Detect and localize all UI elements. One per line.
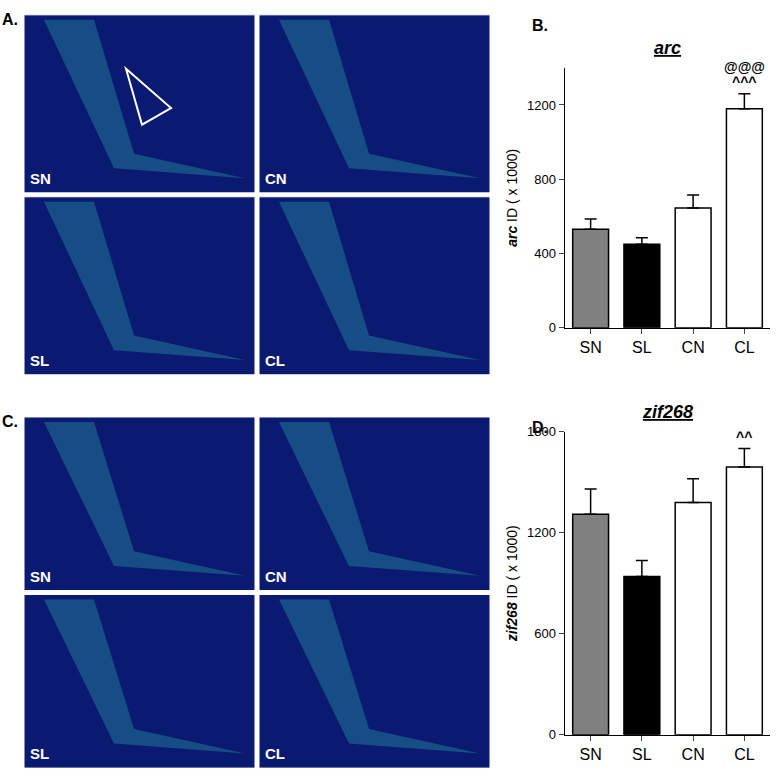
svg-text:800: 800 (534, 172, 556, 187)
svg-text:0: 0 (549, 727, 556, 742)
svg-text:zif268: zif268 (642, 402, 693, 422)
svg-text:600: 600 (534, 626, 556, 641)
svg-text:1800: 1800 (527, 424, 556, 439)
svg-text:SN: SN (580, 746, 602, 763)
svg-text:^^^: ^^^ (732, 74, 757, 90)
svg-text:400: 400 (534, 246, 556, 261)
svg-text:arc ID ( x 1000): arc ID ( x 1000) (504, 149, 520, 247)
svg-text:SL: SL (632, 746, 652, 763)
svg-text:SL: SL (632, 339, 652, 356)
svg-text:D.: D. (532, 419, 548, 436)
svg-text:SL: SL (30, 352, 49, 369)
svg-text:CN: CN (265, 568, 287, 585)
svg-text:SN: SN (580, 339, 602, 356)
svg-text:CN: CN (682, 746, 705, 763)
svg-text:1200: 1200 (527, 97, 556, 112)
svg-text:1200: 1200 (527, 525, 556, 540)
svg-text:arc: arc (654, 38, 681, 58)
svg-text:CL: CL (734, 339, 755, 356)
svg-text:SL: SL (30, 745, 49, 762)
svg-text:@@@: @@@ (724, 59, 765, 75)
svg-text:CL: CL (734, 746, 755, 763)
svg-text:C.: C. (2, 413, 18, 430)
svg-text:B.: B. (532, 17, 548, 34)
svg-text:SN: SN (30, 568, 51, 585)
svg-text:CL: CL (265, 352, 285, 369)
svg-text:CL: CL (265, 745, 285, 762)
svg-text:0: 0 (549, 320, 556, 335)
svg-text:CN: CN (265, 170, 287, 187)
svg-text:A.: A. (2, 11, 18, 28)
svg-text:zif268 ID ( x 1000): zif268 ID ( x 1000) (504, 525, 520, 642)
svg-text:CN: CN (682, 339, 705, 356)
svg-text:^^: ^^ (736, 429, 752, 445)
svg-text:SN: SN (30, 170, 51, 187)
